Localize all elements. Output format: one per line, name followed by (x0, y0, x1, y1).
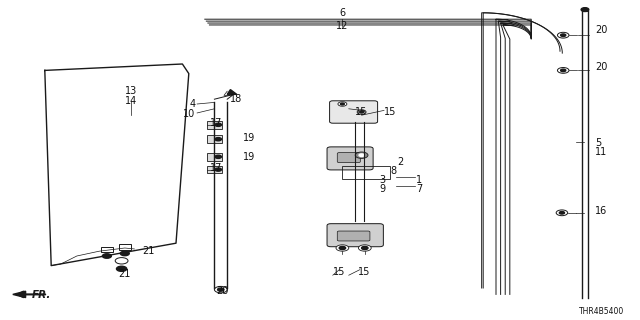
Text: 17: 17 (211, 118, 223, 128)
Text: 15: 15 (384, 107, 396, 117)
Text: 20: 20 (595, 62, 607, 72)
Text: 3: 3 (379, 175, 385, 185)
Circle shape (336, 245, 349, 251)
Text: 4: 4 (189, 99, 195, 109)
Text: 11: 11 (595, 147, 607, 157)
Text: 15: 15 (358, 267, 371, 277)
Text: 21: 21 (142, 246, 154, 256)
Circle shape (215, 138, 221, 141)
Circle shape (120, 251, 129, 256)
Text: 8: 8 (390, 166, 397, 176)
Text: FR.: FR. (32, 290, 51, 300)
Text: 21: 21 (118, 269, 131, 279)
Circle shape (358, 245, 371, 251)
Text: 20: 20 (216, 286, 229, 296)
FancyBboxPatch shape (327, 147, 373, 170)
Circle shape (359, 154, 364, 156)
Text: 18: 18 (230, 94, 243, 104)
Text: 7: 7 (416, 184, 422, 194)
Bar (119, 244, 131, 250)
Circle shape (215, 168, 221, 171)
Text: 9: 9 (379, 184, 385, 194)
Text: 14: 14 (125, 96, 138, 106)
Circle shape (357, 110, 366, 114)
Text: 12: 12 (336, 21, 349, 31)
Bar (207, 166, 222, 173)
Text: 2: 2 (397, 157, 403, 167)
Circle shape (362, 246, 368, 250)
Text: 15: 15 (355, 107, 368, 117)
Circle shape (339, 246, 346, 250)
FancyBboxPatch shape (337, 231, 370, 241)
Text: 15: 15 (333, 267, 346, 277)
Text: 6: 6 (339, 8, 346, 18)
Circle shape (557, 68, 569, 73)
Polygon shape (227, 90, 237, 94)
Text: 1: 1 (416, 175, 422, 185)
Text: 5: 5 (595, 138, 602, 148)
Circle shape (340, 103, 344, 105)
Circle shape (215, 123, 221, 126)
Circle shape (360, 111, 364, 113)
Circle shape (355, 152, 368, 158)
Circle shape (116, 266, 127, 271)
Bar (207, 135, 222, 143)
Circle shape (338, 102, 347, 106)
FancyBboxPatch shape (327, 224, 383, 247)
Circle shape (218, 288, 224, 291)
Text: 16: 16 (595, 206, 607, 216)
FancyBboxPatch shape (337, 153, 360, 163)
Text: 20: 20 (595, 25, 607, 36)
FancyBboxPatch shape (330, 101, 378, 123)
Circle shape (581, 8, 589, 12)
Polygon shape (13, 291, 26, 298)
Circle shape (214, 286, 227, 293)
Circle shape (556, 210, 568, 216)
Bar (207, 153, 222, 161)
Circle shape (559, 212, 564, 214)
Text: 19: 19 (243, 132, 255, 143)
Text: 13: 13 (125, 86, 138, 96)
Circle shape (557, 32, 569, 38)
Text: 10: 10 (183, 109, 195, 119)
Circle shape (215, 155, 221, 158)
Circle shape (561, 69, 566, 72)
Circle shape (561, 34, 566, 36)
Text: 19: 19 (243, 152, 255, 162)
Text: THR4B5400: THR4B5400 (579, 307, 624, 316)
Bar (101, 247, 113, 252)
Circle shape (115, 258, 128, 264)
Circle shape (102, 254, 111, 258)
Bar (342, 166, 390, 179)
Bar (207, 121, 222, 129)
Text: 17: 17 (211, 163, 223, 173)
